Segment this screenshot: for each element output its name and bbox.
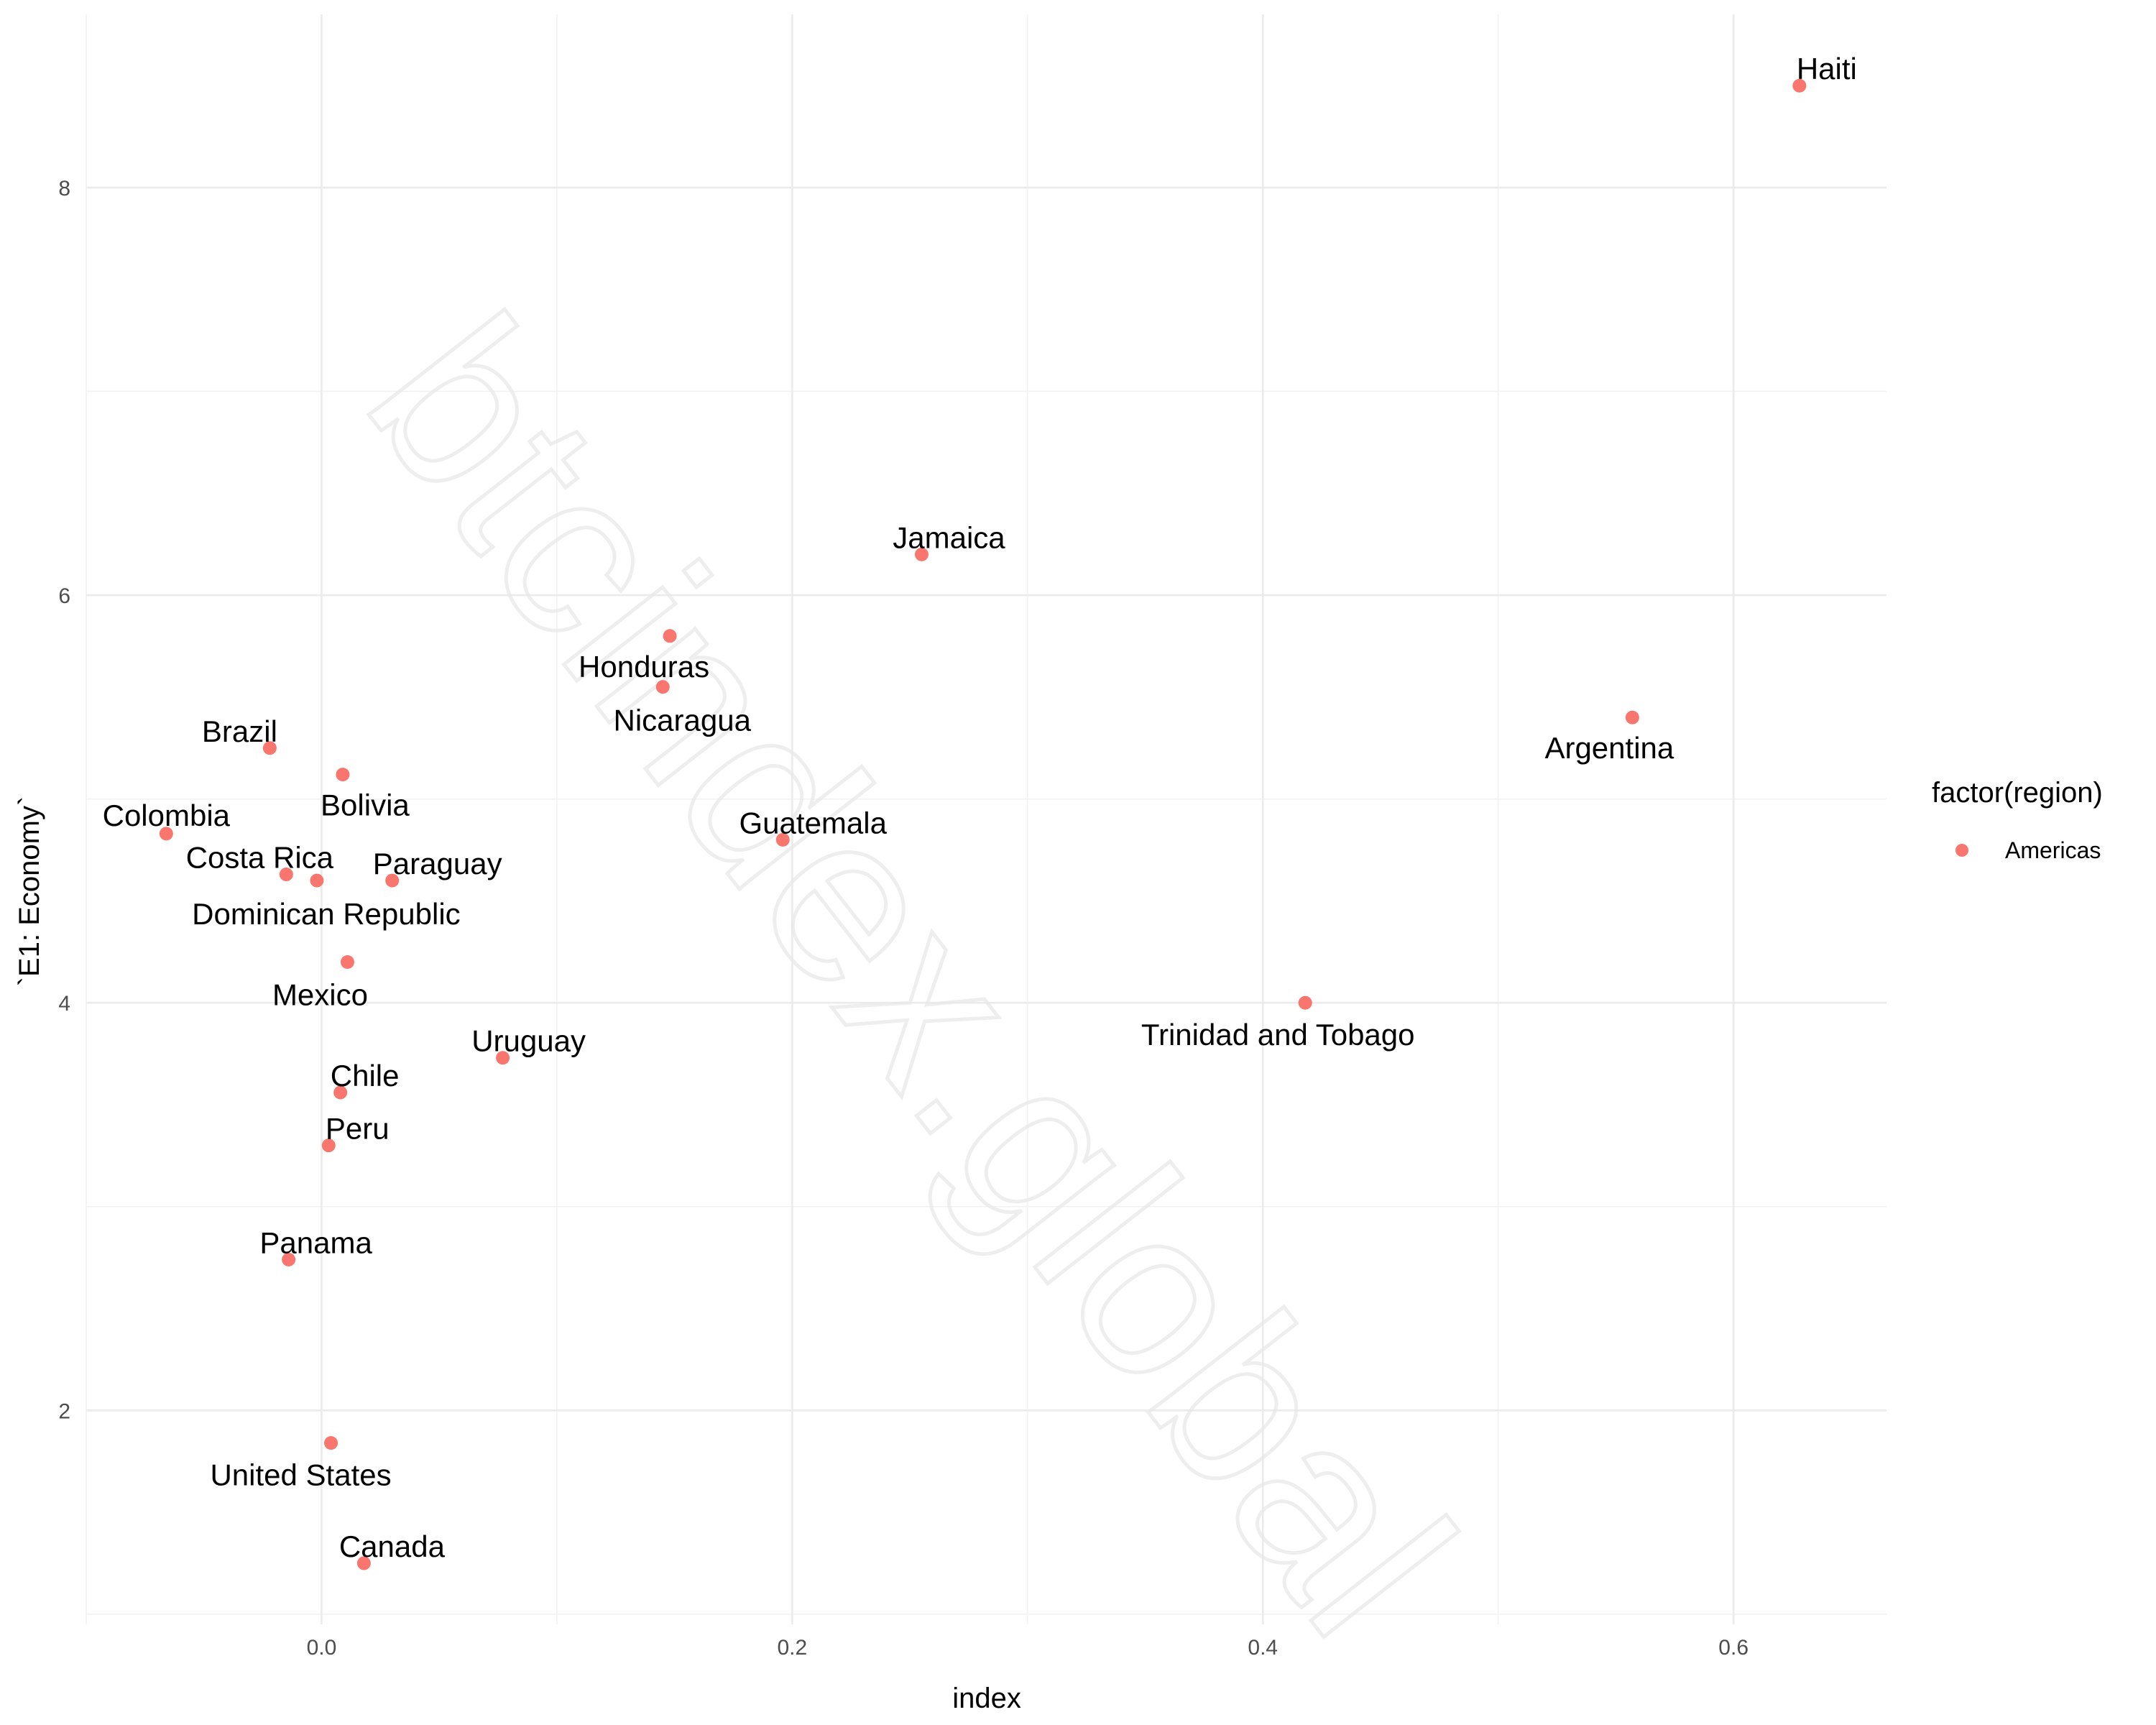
grid-lines	[86, 14, 1886, 1624]
x-tick-label: 0.4	[1248, 1636, 1278, 1660]
point-guatemala	[775, 832, 790, 847]
y-tick-label: 6	[58, 584, 70, 608]
point-peru	[321, 1138, 336, 1153]
y-axis-ticks: 2 4 6 8	[58, 177, 70, 1423]
label-chile: Chile	[331, 1059, 400, 1092]
point-uruguay	[496, 1051, 510, 1065]
label-dominican-republic: Dominican Republic	[192, 897, 461, 931]
label-mexico: Mexico	[272, 978, 368, 1011]
y-tick-label: 4	[58, 992, 70, 1016]
point-panama	[282, 1252, 296, 1266]
label-trinidad-and-tobago: Trinidad and Tobago	[1141, 1018, 1415, 1052]
x-axis-title: index	[952, 1683, 1021, 1714]
label-argentina: Argentina	[1544, 731, 1674, 765]
point-costa-rica	[279, 868, 293, 882]
x-tick-label: 0.2	[777, 1636, 807, 1660]
label-honduras: Honduras	[579, 650, 709, 684]
watermark-text: btcindex.global	[318, 270, 1503, 1681]
label-haiti: Haiti	[1797, 52, 1857, 86]
point-jamaica	[914, 547, 929, 561]
label-paraguay: Paraguay	[373, 847, 502, 880]
x-tick-label: 0.0	[307, 1636, 337, 1660]
point-bolivia	[336, 768, 350, 782]
point-canada	[356, 1556, 371, 1570]
point-argentina	[1625, 710, 1639, 724]
point-haiti	[1792, 78, 1807, 93]
label-guatemala: Guatemala	[740, 806, 888, 840]
legend-label-americas: Americas	[2005, 837, 2101, 863]
legend-key-americas	[1955, 844, 1968, 857]
label-nicaragua: Nicaragua	[614, 704, 752, 737]
x-axis-ticks: 0.0 0.2 0.4 0.6	[307, 1636, 1749, 1660]
y-axis-title: `E1: Economy`	[14, 796, 45, 987]
point-honduras	[663, 629, 677, 643]
legend-title: factor(region)	[1932, 777, 2103, 809]
label-peru: Peru	[326, 1112, 390, 1146]
point-mexico	[340, 954, 354, 969]
point-paraguay	[385, 873, 400, 888]
point-colombia	[159, 827, 173, 841]
label-canada: Canada	[339, 1530, 446, 1563]
label-panama: Panama	[259, 1225, 372, 1259]
point-labels: Haiti Jamaica Honduras Nicaragua Argentina Br…	[103, 52, 1857, 1563]
legend: factor(region) Americas	[1932, 777, 2103, 863]
label-bolivia: Bolivia	[321, 788, 410, 822]
point-chile	[333, 1085, 348, 1100]
y-tick-label: 8	[58, 177, 70, 201]
data-points	[159, 78, 1807, 1570]
point-trinidad-and-tobago	[1298, 995, 1312, 1010]
label-jamaica: Jamaica	[893, 520, 1005, 554]
point-nicaragua	[655, 680, 670, 694]
label-uruguay: Uruguay	[471, 1024, 586, 1058]
label-brazil: Brazil	[202, 714, 277, 748]
point-united-states	[324, 1436, 338, 1450]
point-brazil	[262, 741, 277, 755]
point-dominican-republic	[310, 873, 324, 888]
label-costa-rica: Costa Rica	[186, 841, 334, 875]
y-tick-label: 2	[58, 1399, 70, 1423]
label-colombia: Colombia	[103, 799, 231, 832]
label-united-states: United States	[210, 1458, 391, 1492]
x-tick-label: 0.6	[1718, 1636, 1749, 1660]
